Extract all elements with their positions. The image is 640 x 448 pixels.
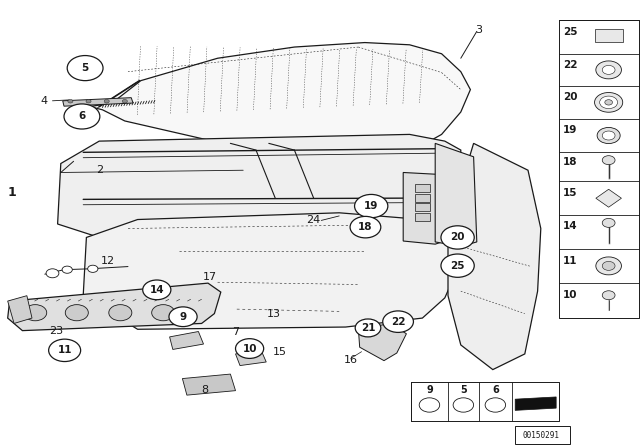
Polygon shape	[435, 143, 477, 246]
Text: 11: 11	[58, 345, 72, 355]
Text: 10: 10	[563, 290, 578, 300]
Polygon shape	[595, 29, 623, 42]
Text: 23: 23	[49, 326, 63, 336]
Text: 5: 5	[460, 385, 467, 395]
Text: 8: 8	[201, 385, 209, 395]
Circle shape	[602, 291, 615, 300]
Circle shape	[104, 99, 109, 103]
Polygon shape	[182, 374, 236, 395]
Circle shape	[441, 226, 474, 249]
Text: 22: 22	[391, 317, 405, 327]
Circle shape	[152, 305, 175, 321]
Text: 19: 19	[563, 125, 577, 135]
Circle shape	[596, 61, 621, 79]
Circle shape	[602, 262, 615, 270]
Text: 20: 20	[563, 92, 578, 102]
Text: 14: 14	[563, 221, 578, 232]
Text: 25: 25	[563, 26, 578, 37]
Text: 13: 13	[267, 310, 281, 319]
Text: 14: 14	[150, 285, 164, 295]
Polygon shape	[403, 172, 445, 244]
Circle shape	[143, 280, 171, 300]
Circle shape	[88, 265, 98, 272]
Polygon shape	[358, 323, 406, 361]
Circle shape	[236, 339, 264, 358]
Text: 2: 2	[95, 165, 103, 175]
Text: 19: 19	[364, 201, 378, 211]
Circle shape	[602, 155, 615, 165]
Text: 1: 1	[7, 186, 16, 199]
Circle shape	[86, 99, 91, 103]
Polygon shape	[8, 296, 32, 323]
Circle shape	[68, 99, 73, 103]
Circle shape	[24, 305, 47, 321]
Circle shape	[355, 194, 388, 218]
Circle shape	[122, 99, 127, 103]
Text: 6: 6	[78, 112, 86, 121]
Circle shape	[62, 266, 72, 273]
Circle shape	[453, 398, 474, 412]
Circle shape	[383, 311, 413, 332]
Text: 10: 10	[243, 344, 257, 353]
Circle shape	[602, 218, 615, 227]
Text: 25: 25	[451, 261, 465, 271]
Text: 00150291: 00150291	[522, 431, 559, 440]
Polygon shape	[170, 332, 204, 349]
Polygon shape	[415, 194, 430, 202]
Polygon shape	[236, 350, 266, 366]
Text: 6: 6	[492, 385, 499, 395]
Circle shape	[597, 127, 620, 143]
Polygon shape	[515, 397, 556, 410]
Text: 5: 5	[81, 63, 89, 73]
Text: 17: 17	[203, 272, 217, 282]
Text: 11: 11	[563, 255, 578, 266]
Text: 18: 18	[358, 222, 372, 232]
Text: 16: 16	[344, 355, 358, 365]
Text: 7: 7	[232, 327, 239, 336]
Text: 9: 9	[426, 385, 433, 395]
Circle shape	[596, 257, 621, 275]
Text: 15: 15	[563, 188, 578, 198]
FancyBboxPatch shape	[515, 426, 570, 444]
Polygon shape	[415, 184, 430, 192]
Polygon shape	[83, 213, 458, 329]
Circle shape	[350, 216, 381, 238]
Circle shape	[49, 339, 81, 362]
Polygon shape	[8, 283, 221, 331]
Text: 21: 21	[361, 323, 375, 333]
Text: 22: 22	[563, 60, 578, 69]
Polygon shape	[415, 213, 430, 221]
Polygon shape	[596, 189, 621, 207]
Circle shape	[65, 305, 88, 321]
Circle shape	[419, 398, 440, 412]
Circle shape	[67, 56, 103, 81]
Circle shape	[169, 307, 197, 327]
Text: 4: 4	[40, 96, 47, 106]
Text: 3: 3	[476, 26, 482, 35]
Circle shape	[441, 254, 474, 277]
Circle shape	[605, 99, 612, 105]
Circle shape	[600, 96, 618, 108]
Circle shape	[355, 319, 381, 337]
Polygon shape	[448, 143, 541, 370]
Polygon shape	[58, 134, 461, 246]
Text: 9: 9	[179, 312, 187, 322]
Circle shape	[595, 92, 623, 112]
Polygon shape	[63, 98, 133, 106]
Polygon shape	[90, 43, 470, 164]
Text: 24: 24	[307, 215, 321, 225]
Text: 20: 20	[451, 233, 465, 242]
Text: 18: 18	[563, 156, 578, 167]
Circle shape	[109, 305, 132, 321]
Circle shape	[46, 269, 59, 278]
Circle shape	[602, 131, 615, 140]
Text: 12: 12	[100, 256, 115, 266]
Circle shape	[485, 398, 506, 412]
Text: 15: 15	[273, 347, 287, 357]
Circle shape	[602, 65, 615, 74]
Circle shape	[64, 104, 100, 129]
Polygon shape	[415, 203, 430, 211]
